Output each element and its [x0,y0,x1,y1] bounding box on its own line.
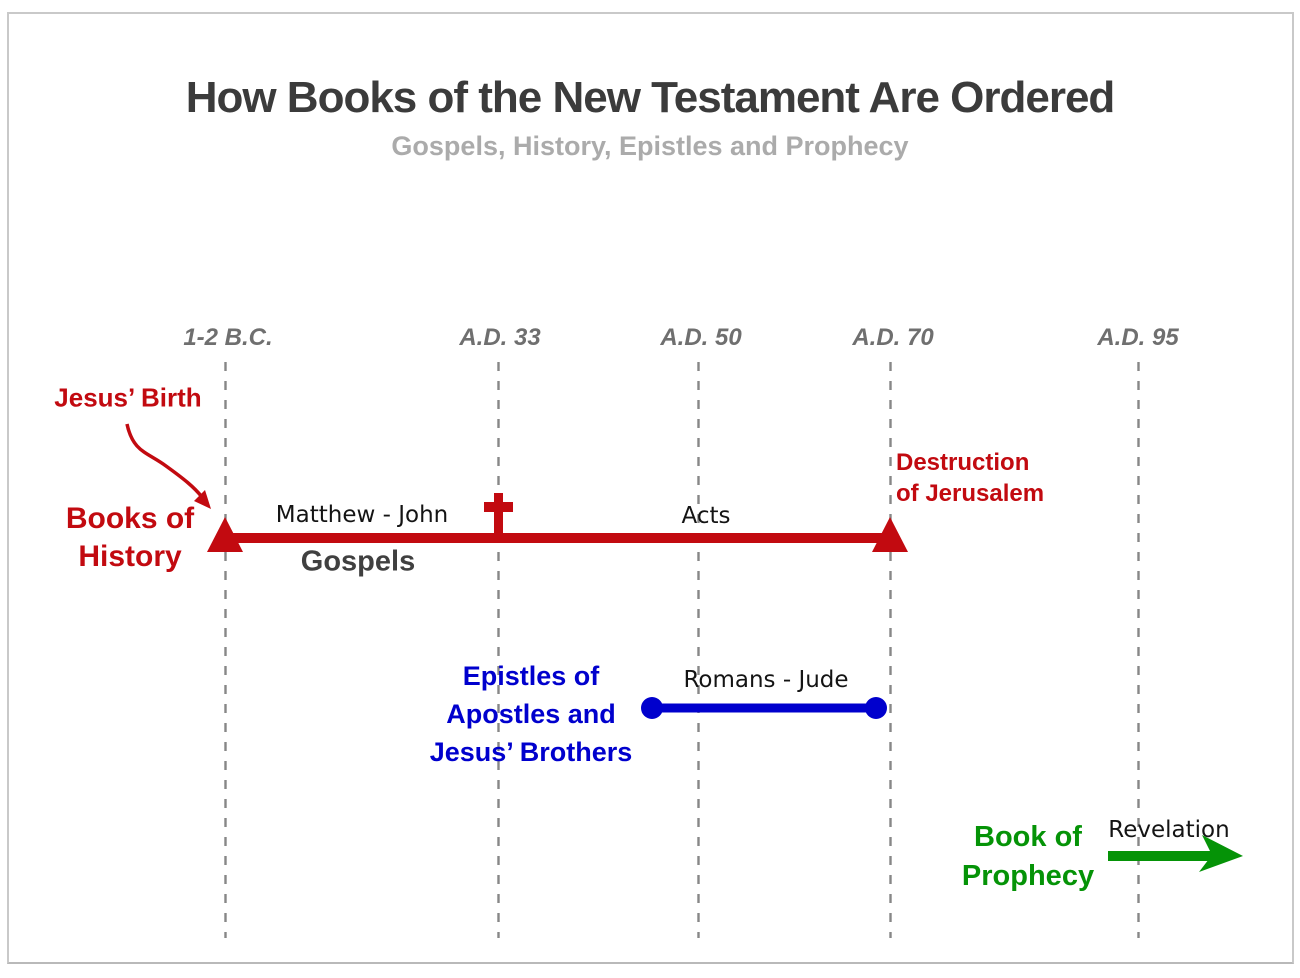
history-end-marker [872,517,908,552]
history-start-marker [207,517,243,552]
prophecy-arrowhead [1199,835,1243,872]
page-title: How Books of the New Testament Are Order… [185,73,1116,122]
destruction-of-jerusalem-label: Destruction of Jerusalem [896,449,1045,507]
cross-icon-bar [484,502,513,512]
matthew-john-label: Matthew - John [275,502,449,528]
gospels-label: Gospels [300,545,416,578]
romans-jude-label: Romans - Jude [683,667,849,693]
cross-icon [494,493,503,534]
revelation-label: Revelation [1108,817,1230,843]
page-subtitle: Gospels, History, Epistles and Prophecy [391,131,909,161]
date-label-1-2-bc: 1-2 B.C. [183,324,273,351]
page-border [7,12,1294,964]
date-label-ad-33: A.D. 33 [459,324,541,351]
date-label-ad-95: A.D. 95 [1097,324,1179,351]
jesus-birth-label: Jesus’ Birth [54,382,202,413]
jesus-birth-arrow [125,423,204,499]
epistles-category-label: Epistles of Apostles and Jesus’ Brothers [429,661,633,767]
books-of-history-label: Books of History [65,502,195,573]
acts-label: Acts [681,503,731,529]
jesus-birth-arrowhead [194,490,211,509]
date-label-ad-50: A.D. 50 [660,324,742,351]
epistles-end-dot [865,697,887,719]
date-label-ad-70: A.D. 70 [852,324,934,351]
book-of-prophecy-label: Book of Prophecy [961,821,1095,892]
epistles-start-dot [641,697,663,719]
